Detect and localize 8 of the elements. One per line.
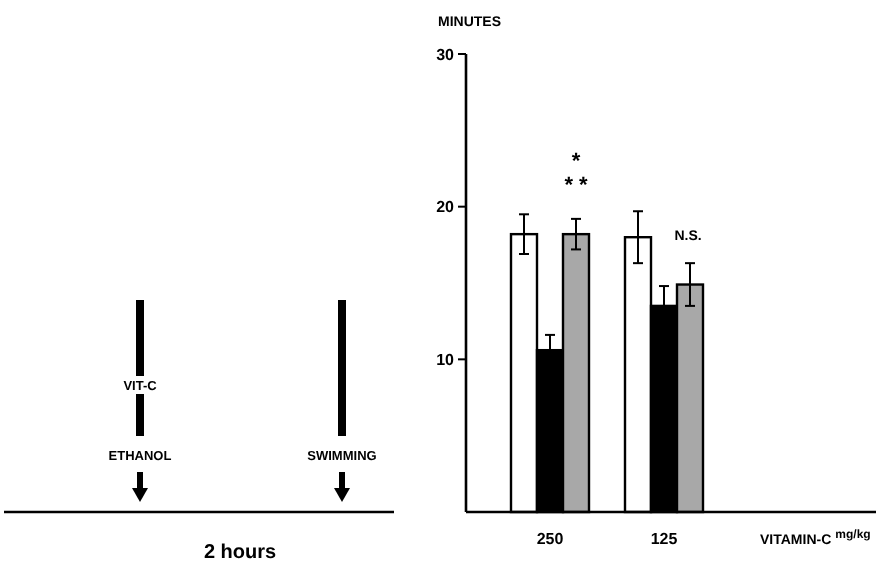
y-tick-label: 30 [436, 45, 456, 64]
annotation: * * [564, 174, 590, 198]
x-tick-label: 125 [650, 530, 679, 548]
x-tick-label: 250 [536, 530, 565, 548]
y-tick-label: 20 [436, 198, 456, 217]
y-tick-label: 10 [436, 350, 456, 369]
annotation: * [571, 150, 582, 174]
text: 2 hours [203, 542, 277, 564]
